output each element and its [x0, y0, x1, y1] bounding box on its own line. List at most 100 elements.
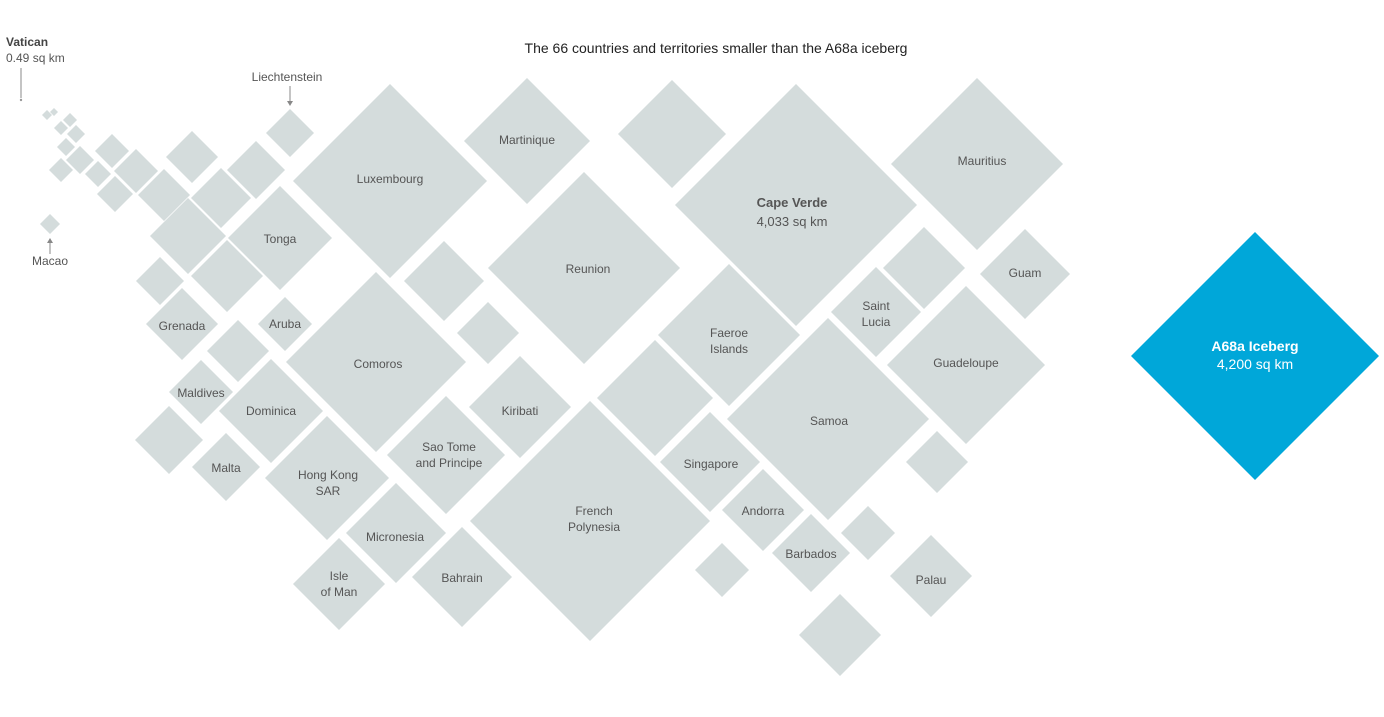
label-hong-kong-2: SAR [316, 484, 341, 498]
diamond-comoros [286, 272, 466, 452]
diamond-french-polynesia [470, 401, 710, 641]
diamond-sao-tome-and-principe [387, 396, 505, 514]
label-samoa: Samoa [810, 414, 848, 428]
diamond-tiny-f [57, 138, 75, 156]
diamond-small-f [618, 80, 726, 188]
label-micronesia: Micronesia [366, 530, 424, 544]
diamond-martinique [464, 78, 590, 204]
label-isle-of-man-1: Isle [330, 569, 349, 583]
diamond-andorra [722, 469, 804, 551]
label-grenada: Grenada [159, 319, 206, 333]
label-saint-lucia-1: Saint [862, 299, 890, 313]
label-kiribati: Kiribati [502, 404, 539, 418]
label-barbados: Barbados [785, 547, 836, 561]
diamond-tiny-h [49, 158, 73, 182]
diamond-aruba [258, 297, 312, 351]
label-faeroe-1: Faeroe [710, 326, 748, 340]
diamond-layer [40, 78, 1379, 676]
diamond-small-h [191, 240, 263, 312]
diamond-luxembourg [293, 84, 487, 278]
label-reunion: Reunion [566, 262, 611, 276]
label-sao-tome-2: and Principe [416, 456, 483, 470]
diamond-tiny-k [97, 176, 133, 212]
diamond-tiny-g [66, 146, 94, 174]
diamond-bahrain [412, 527, 512, 627]
diamond-micronesia [346, 483, 446, 583]
diamond-tiny-b [50, 108, 58, 116]
label-maldives: Maldives [177, 386, 224, 400]
diamond-small-p [841, 506, 895, 560]
label-macao: Macao [32, 254, 68, 268]
label-iceberg-value: 4,200 sq km [1217, 356, 1293, 372]
diamond-tiny-a [42, 110, 52, 120]
diamond-hong-kong-sar [265, 416, 389, 540]
diamond-cape-verde [675, 84, 917, 326]
diamond-guadeloupe [887, 286, 1045, 444]
diamond-dominica [219, 359, 323, 463]
label-vatican-value: 0.49 sq km [6, 51, 65, 65]
diamond-small-c [138, 169, 190, 221]
label-french-polynesia-1: French [575, 504, 612, 518]
label-singapore: Singapore [684, 457, 739, 471]
diamond-small-e [150, 198, 226, 274]
dot-vatican [19, 98, 23, 102]
diamond-guam [980, 229, 1070, 319]
label-guam: Guam [1009, 266, 1042, 280]
label-saint-lucia-2: Lucia [862, 315, 891, 329]
label-hong-kong-1: Hong Kong [298, 468, 358, 482]
label-tonga: Tonga [264, 232, 297, 246]
label-sao-tome-1: Sao Tome [422, 440, 476, 454]
label-liechtenstein: Liechtenstein [252, 70, 323, 84]
diamond-small-q [695, 543, 749, 597]
arrow-macao [47, 238, 53, 243]
arrow-liechtenstein [287, 101, 293, 106]
label-comoros: Comoros [354, 357, 403, 371]
diamond-tiny-e [67, 125, 85, 143]
diamond-tiny-i [85, 161, 111, 187]
label-mauritius: Mauritius [958, 154, 1007, 168]
diamond-liechtenstein [266, 109, 314, 157]
diamond-grenada [146, 288, 218, 360]
diamond-macao [40, 214, 60, 234]
diamond-reunion [488, 172, 680, 364]
diamond-isle-of-man [293, 538, 385, 630]
diamond-palau [890, 535, 972, 617]
diamond-barbados [772, 514, 850, 592]
diamond-faeroe-islands [658, 264, 800, 406]
diamond-small-d [191, 168, 251, 228]
diamond-tiny-c [54, 121, 68, 135]
label-cape-verde-value: 4,033 sq km [757, 214, 828, 229]
diamond-mauritius [891, 78, 1063, 250]
diamond-small-k [457, 302, 519, 364]
diamond-small-b [227, 141, 285, 199]
diamond-small-a [166, 131, 218, 183]
chart-title: The 66 countries and territories smaller… [525, 40, 908, 56]
label-bahrain: Bahrain [441, 571, 482, 585]
diamond-tiny-d [63, 113, 77, 127]
diamond-small-j [883, 227, 965, 309]
label-martinique: Martinique [499, 133, 555, 147]
label-cape-verde: Cape Verde [757, 195, 828, 210]
label-malta: Malta [211, 461, 241, 475]
diamond-small-l [207, 320, 269, 382]
label-french-polynesia-2: Polynesia [568, 520, 620, 534]
label-iceberg: A68a Iceberg [1211, 338, 1298, 354]
diamond-small-r [799, 594, 881, 676]
diamond-small-n [135, 406, 203, 474]
diamond-saint-lucia [831, 267, 921, 357]
diamond-kiribati [469, 356, 571, 458]
label-dominica: Dominica [246, 404, 296, 418]
diamond-tonga [228, 186, 332, 290]
label-guadeloupe: Guadeloupe [933, 356, 999, 370]
label-luxembourg: Luxembourg [357, 172, 424, 186]
diamond-singapore [660, 412, 760, 512]
diamond-small-i [404, 241, 484, 321]
label-vatican: Vatican [6, 35, 48, 49]
label-isle-of-man-2: of Man [321, 585, 358, 599]
diamond-maldives [169, 360, 233, 424]
label-faeroe-2: Islands [710, 342, 748, 356]
diamond-tiny-l [114, 149, 158, 193]
diamond-small-m [597, 340, 713, 456]
label-aruba: Aruba [269, 317, 301, 331]
